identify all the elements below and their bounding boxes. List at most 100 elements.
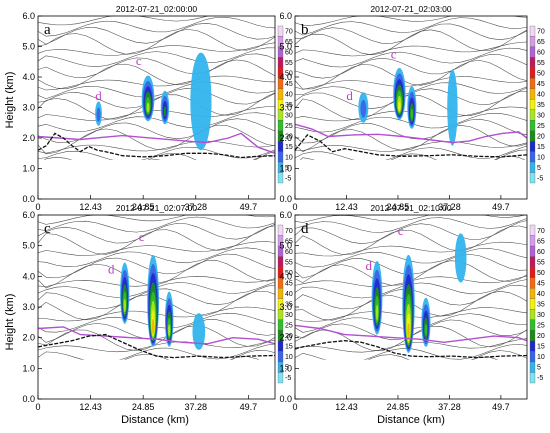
x-tick-label: 0 <box>292 202 297 212</box>
plot-area <box>38 16 275 199</box>
streamline <box>38 146 275 163</box>
y-tick-label: 6.0 <box>22 11 35 21</box>
chart-panel-a: 0.0 1.0 2.0 3.0 4.0 5.0 6.0 0 12.43 24.85 37.28 49.… <box>22 4 292 212</box>
panel-title: 2012-07-21_02:03:00 <box>370 4 452 14</box>
colorbar-label: 65 <box>537 39 545 46</box>
colorbar-label: 55 <box>285 259 293 266</box>
colorbar-label: 45 <box>285 280 293 287</box>
colorbar-label: 45 <box>285 81 293 88</box>
colorbar-label: 25 <box>285 323 293 330</box>
y-tick-label: 6.0 <box>22 210 35 220</box>
y-tick-label: 3.0 <box>279 103 292 113</box>
streamline <box>38 42 275 56</box>
x-tick-label: 12.43 <box>79 402 102 412</box>
colorbar-swatch <box>529 266 536 278</box>
y-tick-label: 1.0 <box>22 164 35 174</box>
colorbar-label: 10 <box>537 354 545 361</box>
colorbar-label: 50 <box>537 270 545 277</box>
y-tick-label: 2.0 <box>279 133 292 143</box>
y-tick-label: 5.0 <box>22 241 35 251</box>
reflectivity-cell <box>163 106 167 117</box>
panel-title: 2012-07-21_02:10:00 <box>370 203 452 213</box>
terrain-mask <box>38 359 275 399</box>
colorbar-label: 30 <box>537 312 545 319</box>
streamline <box>295 76 527 90</box>
streamline <box>295 54 527 79</box>
reflectivity-cell <box>167 324 171 337</box>
reflectivity-cell <box>375 304 379 321</box>
x-tick-label: 0 <box>292 402 297 412</box>
x-tick-label: 12.43 <box>79 202 102 212</box>
colorbar-label: 20 <box>537 333 545 340</box>
pbl-line-magenta <box>38 326 275 345</box>
streamline <box>38 29 275 55</box>
colorbar-label: 25 <box>537 123 545 130</box>
streamline <box>295 23 527 44</box>
colorbar-label: 40 <box>285 92 293 99</box>
colorbar-label: 65 <box>285 238 293 245</box>
y-tick-label: 3.0 <box>279 302 292 312</box>
colorbar-label: 60 <box>537 50 545 57</box>
colorbar-swatch <box>529 140 536 152</box>
colorbar-label: 70 <box>537 29 545 36</box>
y-tick-label: 0.0 <box>279 394 292 404</box>
streamline <box>295 217 527 233</box>
colorbar-swatch <box>277 319 284 331</box>
pbl-line-black <box>295 340 527 359</box>
streamline <box>38 106 275 121</box>
y-tick-label: 4.0 <box>22 271 35 281</box>
colorbar-label: 40 <box>537 291 545 298</box>
colorbar-swatch <box>529 224 536 236</box>
plot-area <box>38 215 275 399</box>
colorbar-label: 65 <box>285 39 293 46</box>
colorbar-swatch <box>529 99 536 110</box>
x-axis-title-left: Distance (km) <box>121 414 189 426</box>
x-tick-label: 49.7 <box>240 202 258 212</box>
terrain-mask <box>295 359 527 399</box>
chart-panel-c: 0.01.02.03.04.05.06.00 12.43 24.85 37.28 49.… <box>22 203 292 412</box>
colorbar-label: -5 <box>537 175 543 182</box>
colorbar-swatch <box>529 372 536 384</box>
panel-title: 2012-07-21_02:00:00 <box>116 4 198 14</box>
streamline <box>38 343 275 364</box>
terrain-mask <box>38 159 275 199</box>
streamline <box>295 29 527 56</box>
colorbar-label: -5 <box>537 375 543 382</box>
y-tick-label: 5.0 <box>279 241 292 251</box>
y-tick-label: 6.0 <box>279 11 292 21</box>
cell-label: d <box>108 261 115 276</box>
colorbar-swatch <box>277 57 284 69</box>
colorbar-swatch <box>277 288 284 299</box>
cell-label: d <box>95 88 102 103</box>
colorbar-label: 25 <box>285 123 293 130</box>
colorbar-swatch <box>529 235 536 247</box>
streamline <box>38 17 275 37</box>
streamline <box>38 339 275 353</box>
streamline <box>38 92 275 120</box>
colorbar: 70 65 60 55 50 45 40 35 30 25 20 15 10 5 -5 <box>277 25 293 184</box>
y-axis-title-bottom: Height (km) <box>4 294 16 351</box>
colorbar-label: -5 <box>285 375 291 382</box>
colorbar-label: 20 <box>285 133 293 140</box>
chart-panel-b: 0.0 1.0 2.0 3.0 4.0 5.0 6.0 0 12.43 24.85 37.28 49.… <box>279 4 544 212</box>
reflectivity-cell <box>410 108 414 120</box>
reflectivity-cell <box>360 99 367 118</box>
streamline <box>38 223 275 244</box>
y-tick-label: 4.0 <box>279 72 292 82</box>
streamline <box>38 247 275 267</box>
reflectivity-cell <box>123 298 126 313</box>
reflectivity-cell <box>96 107 101 122</box>
colorbar-label: 5 <box>537 165 541 172</box>
colorbar-swatch <box>529 25 536 37</box>
colorbar-label: 55 <box>537 60 545 67</box>
colorbar-label: 65 <box>537 238 545 245</box>
colorbar-swatch <box>529 36 536 48</box>
reflectivity-cell <box>151 318 155 335</box>
colorbar-swatch <box>529 151 536 163</box>
panel-letter: d <box>301 221 309 237</box>
colorbar-swatch <box>529 57 536 69</box>
streamline <box>295 215 527 223</box>
reflectivity-cell <box>407 323 410 340</box>
x-tick-label: 49.7 <box>492 202 510 212</box>
streamline <box>38 241 275 256</box>
